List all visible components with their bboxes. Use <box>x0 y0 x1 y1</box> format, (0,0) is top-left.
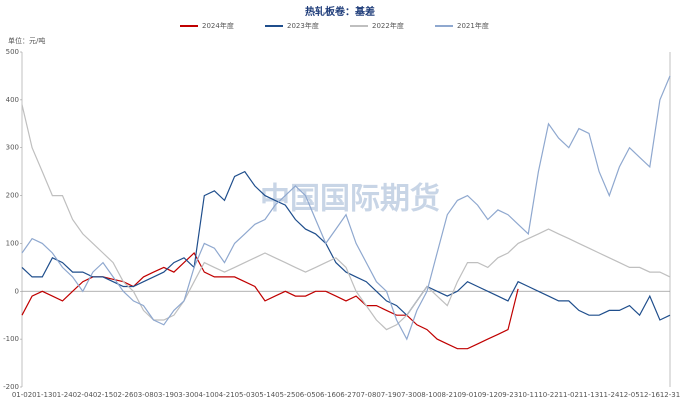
y-axis-label: 单位：元/吨 <box>8 36 45 45</box>
x-tick-label: 09-12 <box>478 391 498 399</box>
x-tick-label: 05-14 <box>255 391 276 399</box>
series-line <box>21 252 519 350</box>
x-tick-label: 03-19 <box>154 391 174 399</box>
x-tick-label: 09-23 <box>498 391 518 399</box>
x-tick-label: 07-30 <box>397 391 417 399</box>
legend-label: 2023年度 <box>287 21 319 30</box>
series-line <box>21 75 671 341</box>
y-tick-label: 500 <box>6 48 19 56</box>
y-tick-label: -200 <box>3 383 19 391</box>
y-tick-label: -100 <box>3 335 19 343</box>
x-tick-label: 06-05 <box>295 391 315 399</box>
series-line <box>21 170 671 321</box>
x-tick-label: 07-19 <box>376 391 396 399</box>
y-tick-label: 100 <box>6 239 19 247</box>
y-tick-label: 200 <box>6 192 19 200</box>
x-tick-label: 07-08 <box>356 391 376 399</box>
x-tick-label: 10-22 <box>538 391 558 399</box>
x-tick-label: 06-16 <box>316 391 337 399</box>
x-tick-label: 02-04 <box>73 391 94 399</box>
y-tick-label: 0 <box>15 287 19 295</box>
legend-label: 2021年度 <box>457 21 489 30</box>
x-tick-label: 12-16 <box>640 391 661 399</box>
x-tick-label: 12-31 <box>660 391 680 399</box>
x-tick-label: 01-24 <box>52 391 73 399</box>
y-tick-label: 400 <box>6 96 19 104</box>
x-tick-label: 02-26 <box>113 391 134 399</box>
x-tick-label: 04-21 <box>214 391 234 399</box>
series-line <box>21 104 671 331</box>
x-tick-label: 06-27 <box>336 391 356 399</box>
y-tick-label: 300 <box>6 144 19 152</box>
x-tick-label: 08-21 <box>437 391 457 399</box>
x-tick-label: 08-10 <box>417 391 437 399</box>
legend-label: 2022年度 <box>372 21 404 30</box>
x-tick-label: 09-01 <box>457 391 477 399</box>
x-tick-label: 05-03 <box>235 391 255 399</box>
legend-label: 2024年度 <box>202 21 234 30</box>
x-tick-label: 03-08 <box>133 391 153 399</box>
x-tick-label: 01-02 <box>12 391 32 399</box>
x-tick-label: 03-30 <box>174 391 194 399</box>
x-tick-label: 10-11 <box>518 391 538 399</box>
x-tick-label: 05-25 <box>275 391 295 399</box>
x-tick-label: 11-24 <box>599 391 620 399</box>
chart-title: 热轧板卷：基差 <box>305 5 375 18</box>
x-tick-label: 01-13 <box>32 391 52 399</box>
x-tick-label: 12-05 <box>619 391 639 399</box>
watermark: 中国国际期货 <box>260 182 440 217</box>
x-tick-label: 02-15 <box>93 391 113 399</box>
x-tick-label: 11-02 <box>559 391 579 399</box>
x-tick-label: 11-13 <box>579 391 599 399</box>
x-tick-label: 04-10 <box>194 391 214 399</box>
